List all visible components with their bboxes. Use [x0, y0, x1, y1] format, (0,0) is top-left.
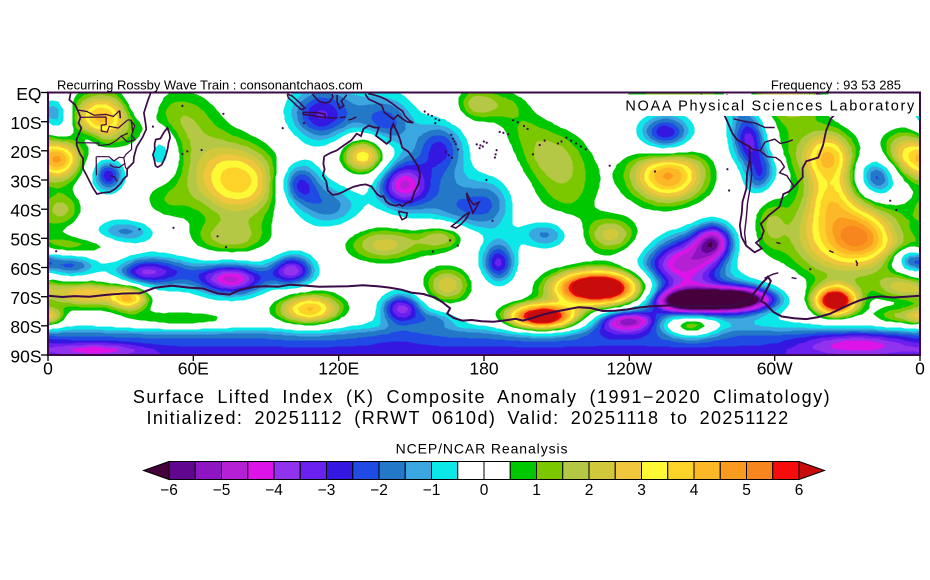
- svg-text:20S: 20S: [10, 142, 41, 162]
- svg-text:30S: 30S: [10, 171, 41, 191]
- svg-text:−4: −4: [265, 482, 283, 499]
- svg-text:5: 5: [742, 482, 751, 499]
- svg-text:6: 6: [795, 482, 804, 499]
- svg-text:Initialized: 20251112 (RRWT 06: Initialized: 20251112 (RRWT 0610d) Valid…: [146, 408, 789, 428]
- svg-text:−2: −2: [370, 482, 388, 499]
- svg-text:NCEP/NCAR Reanalysis: NCEP/NCAR Reanalysis: [396, 441, 569, 457]
- svg-text:0: 0: [480, 482, 489, 499]
- svg-text:0: 0: [43, 359, 53, 379]
- svg-text:EQ: EQ: [16, 84, 41, 104]
- svg-text:Recurring Rossby Wave Train :: Recurring Rossby Wave Train : consonantc…: [57, 78, 363, 93]
- svg-text:Surface Lifted Index (K) Compo: Surface Lifted Index (K) Composite Anoma…: [133, 387, 831, 407]
- svg-text:−3: −3: [318, 482, 336, 499]
- svg-text:4: 4: [690, 482, 699, 499]
- svg-text:60W: 60W: [757, 359, 793, 379]
- svg-text:−5: −5: [213, 482, 231, 499]
- svg-text:180: 180: [469, 359, 498, 379]
- svg-text:60S: 60S: [10, 259, 41, 279]
- svg-text:−1: −1: [423, 482, 441, 499]
- svg-text:3: 3: [637, 482, 646, 499]
- svg-text:NOAA Physical Sciences Laborat: NOAA Physical Sciences Laboratory: [625, 99, 916, 115]
- svg-text:10S: 10S: [10, 113, 41, 133]
- svg-text:50S: 50S: [10, 230, 41, 250]
- svg-text:90S: 90S: [10, 346, 41, 366]
- svg-text:60E: 60E: [178, 359, 209, 379]
- svg-text:1: 1: [532, 482, 541, 499]
- svg-text:120W: 120W: [606, 359, 652, 379]
- svg-text:70S: 70S: [10, 288, 41, 308]
- svg-text:40S: 40S: [10, 201, 41, 221]
- svg-text:120E: 120E: [318, 359, 359, 379]
- svg-text:0: 0: [915, 359, 925, 379]
- svg-text:80S: 80S: [10, 317, 41, 337]
- svg-text:Frequency : 93 53 285: Frequency : 93 53 285: [771, 78, 901, 93]
- svg-text:2: 2: [585, 482, 594, 499]
- svg-text:−6: −6: [160, 482, 178, 499]
